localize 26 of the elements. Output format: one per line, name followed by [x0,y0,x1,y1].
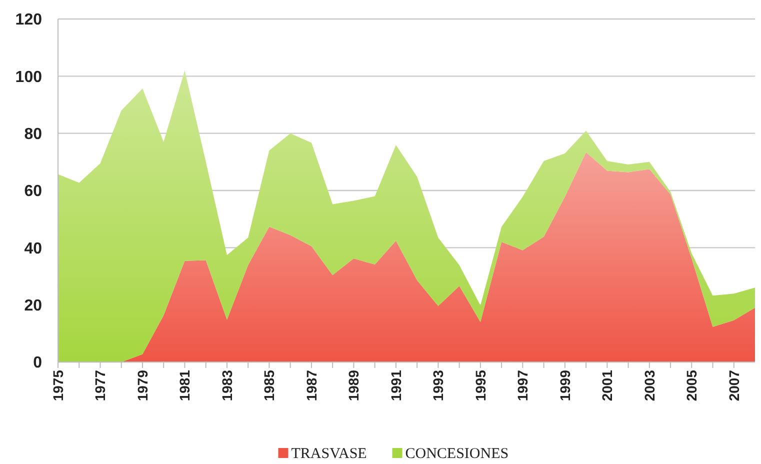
x-tick-label: 1977 [92,370,108,402]
y-tick-label: 40 [24,240,42,258]
x-tick-label: 2005 [684,370,700,402]
x-tick-label: 1981 [176,370,193,402]
legend-label: TRASVASE [291,446,367,462]
x-tick-label: 1987 [303,370,320,402]
x-tick-label: 2003 [641,370,658,402]
y-tick-label: 20 [24,297,42,314]
y-tick-label: 60 [24,183,42,200]
legend-label: CONCESIONES [405,446,509,462]
x-tick-label: 2007 [726,370,742,402]
y-tick-label: 0 [33,354,42,372]
x-tick-label: 1999 [556,370,573,402]
x-tick-label: 2001 [599,370,616,402]
x-tick-label: 1979 [134,370,150,402]
x-tick-label: 1975 [50,370,66,402]
x-tick-label: 1983 [218,370,235,402]
y-tick-label: 80 [24,126,42,143]
x-tick-label: 1985 [261,370,278,402]
y-tick-label: 120 [15,12,42,29]
x-tick-label: 1997 [514,370,531,402]
x-tick-label: 1993 [430,370,446,402]
x-tick-label: 1995 [472,370,488,402]
x-tick-label: 1989 [346,370,362,402]
x-tick-label: 1991 [388,370,404,402]
y-tick-label: 100 [15,68,42,86]
